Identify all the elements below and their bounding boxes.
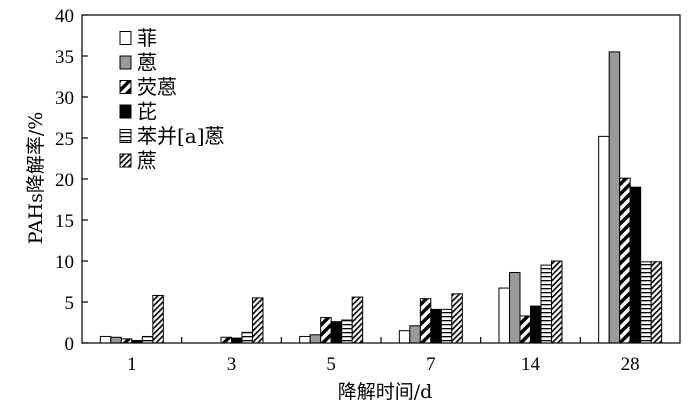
bar-3-7 [419, 298, 432, 344]
bars-layer [99, 51, 663, 344]
bar-5-28 [640, 261, 652, 344]
bar-1-14 [498, 287, 510, 344]
bar-1-5 [299, 335, 311, 344]
bar-1-7 [398, 330, 411, 344]
bar-6-5 [351, 296, 364, 344]
plot-frame [81, 14, 681, 344]
x-tick-label: 3 [227, 354, 237, 375]
y-tick-label: 10 [55, 252, 74, 273]
y-axis-title: PAHs降解率/% [25, 112, 47, 245]
legend-label: 苯并[a]蒽 [137, 124, 225, 148]
legend-label: 芘 [137, 100, 157, 124]
legend-swatch [119, 153, 132, 168]
legend-label: 荧蒽 [137, 75, 177, 99]
y-tick-label: 30 [55, 88, 74, 109]
bar-3-28 [619, 177, 631, 344]
bar-6-3 [252, 297, 264, 344]
legend-swatch [119, 104, 132, 119]
y-tick-label: 20 [55, 170, 74, 191]
bar-6-7 [451, 293, 463, 344]
bar-1-28 [598, 135, 610, 344]
bar-1-1 [99, 335, 112, 344]
x-tick-label: 14 [521, 354, 541, 375]
legend-label: 蔗 [137, 149, 157, 173]
legend-swatch [119, 129, 132, 143]
bar-2-1 [110, 336, 122, 344]
bar-5-5 [341, 319, 353, 344]
legend-label: 菲 [137, 26, 157, 50]
bar-5-1 [141, 335, 154, 344]
legend-swatch [119, 31, 132, 45]
bar-6-1 [152, 294, 164, 344]
x-axis-title: 降解时间/d [338, 381, 433, 403]
x-tick-label: 1 [127, 354, 137, 375]
bar-6-28 [650, 261, 663, 344]
bar-3-3 [220, 336, 232, 344]
bar-2-14 [509, 271, 521, 344]
x-tick-label: 7 [426, 354, 436, 375]
y-tick-label: 25 [55, 129, 74, 150]
bar-5-7 [440, 308, 453, 344]
bar-4-14 [530, 305, 542, 344]
bar-5-14 [540, 264, 552, 344]
bar-4-5 [330, 321, 343, 344]
bar-5-3 [241, 331, 253, 344]
bar-4-3 [231, 337, 243, 344]
legend-label: 蒽 [137, 51, 157, 75]
x-tick-label: 5 [326, 354, 336, 375]
y-tick-label: 5 [65, 293, 75, 314]
bar-2-7 [409, 325, 421, 344]
bar-3-14 [519, 315, 531, 344]
x-tick-label: 28 [621, 354, 640, 375]
y-tick-label: 15 [55, 211, 74, 232]
bar-4-7 [430, 308, 442, 344]
y-tick-label: 35 [55, 47, 74, 68]
bar-4-28 [629, 186, 642, 344]
bar-2-5 [309, 334, 322, 344]
y-tick-label: 40 [55, 6, 74, 27]
y-tick-label: 0 [65, 334, 75, 355]
bar-3-5 [320, 317, 332, 344]
bar-3-1 [120, 338, 133, 344]
bar-2-28 [608, 51, 621, 344]
bar-6-14 [551, 260, 563, 344]
legend-swatch [119, 55, 132, 70]
legend-swatch [119, 80, 132, 94]
